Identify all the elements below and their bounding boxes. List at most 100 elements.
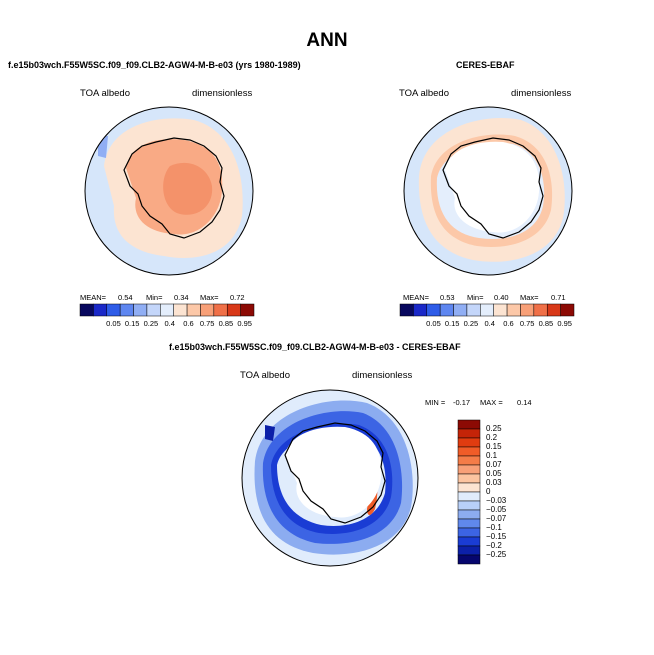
obs-min-value: 0.40	[494, 293, 509, 302]
colorbar-swatch	[160, 303, 174, 317]
colorbar-swatch	[466, 303, 481, 317]
colorbar-swatch	[119, 303, 134, 317]
obs-max-value: 0.71	[551, 293, 566, 302]
colorbar-swatch	[457, 455, 481, 466]
colorbar-swatch	[457, 473, 481, 484]
colorbar-swatch	[213, 303, 228, 317]
colorbar-tick-label: 0.85	[538, 319, 554, 328]
obs-panel-title: CERES-EBAF	[456, 60, 515, 70]
colorbar-swatch	[453, 303, 468, 317]
model-units-label: dimensionless	[192, 88, 253, 99]
diff-colorbar	[457, 419, 481, 565]
antarctica-coastline	[284, 422, 386, 524]
colorbar-swatch	[93, 303, 108, 317]
colorbar-tick-label: 0.95	[237, 319, 252, 328]
colorbar-tick-label: 0.1	[486, 451, 498, 460]
colorbar-swatch	[457, 446, 481, 457]
diff-units-label: dimensionless	[352, 370, 413, 381]
colorbar-tick-label: 0.15	[486, 442, 502, 451]
colorbar-tick-label: 0.75	[199, 319, 215, 328]
colorbar-tick-label: −0.05	[486, 505, 507, 514]
obs-min-label: Min=	[467, 293, 484, 302]
colorbar-swatch	[520, 303, 535, 317]
colorbar-swatch	[106, 303, 121, 317]
colorbar-swatch	[226, 303, 241, 317]
obs-colorbar	[399, 303, 575, 317]
model-mean-label: MEAN=	[80, 293, 107, 302]
colorbar-swatch	[457, 437, 481, 448]
colorbar-tick-label: 0.95	[557, 319, 572, 328]
colorbar-tick-label: 0.2	[486, 433, 498, 442]
model-max-label: Max=	[200, 293, 219, 302]
colorbar-tick-label: 0.15	[124, 319, 140, 328]
colorbar-swatch	[457, 428, 481, 439]
colorbar-swatch	[457, 491, 481, 502]
colorbar-swatch	[457, 545, 481, 556]
model-colorbar	[79, 303, 255, 317]
colorbar-tick-label: 0.6	[183, 319, 194, 328]
colorbar-tick-label: 0.05	[426, 319, 441, 328]
model-min-label: Min=	[146, 293, 163, 302]
colorbar-swatch	[146, 303, 161, 317]
colorbar-swatch	[546, 303, 561, 317]
colorbar-tick-label: −0.25	[486, 550, 507, 559]
colorbar-swatch	[457, 518, 481, 529]
colorbar-tick-label: −0.1	[486, 523, 502, 532]
colorbar-swatch	[457, 509, 481, 520]
model-min-value: 0.34	[174, 293, 189, 302]
diff-min-value: -0.17	[453, 398, 471, 407]
obs-mean-value: 0.53	[440, 293, 455, 302]
colorbar-swatch	[493, 303, 508, 317]
colorbar-tick-label: 0.25	[143, 319, 159, 328]
colorbar-swatch	[79, 303, 94, 317]
model-variable-label: TOA albedo	[80, 88, 131, 99]
colorbar-tick-label: 0.25	[463, 319, 479, 328]
obs-units-label: dimensionless	[511, 88, 572, 99]
colorbar-swatch	[457, 419, 481, 430]
colorbar-swatch	[240, 303, 255, 317]
diff-min-label: MIN =	[425, 398, 446, 407]
colorbar-swatch	[133, 303, 148, 317]
colorbar-swatch	[457, 482, 481, 493]
colorbar-tick-label: 0.15	[444, 319, 460, 328]
antarctica-coastline	[442, 137, 544, 239]
model-polar-map	[84, 106, 254, 276]
colorbar-swatch	[173, 303, 188, 317]
colorbar-tick-label: 0.6	[503, 319, 514, 328]
obs-mean-label: MEAN=	[403, 293, 430, 302]
colorbar-swatch	[457, 536, 481, 547]
colorbar-tick-label: 0.03	[486, 478, 502, 487]
colorbar-tick-label: 0.4	[484, 319, 495, 328]
colorbar-swatch	[186, 303, 201, 317]
colorbar-swatch	[200, 303, 215, 317]
colorbar-tick-label: −0.07	[486, 514, 507, 523]
model-mean-value: 0.54	[118, 293, 133, 302]
colorbar-swatch	[457, 527, 481, 538]
colorbar-tick-label: 0.05	[106, 319, 121, 328]
colorbar-tick-label: 0	[486, 487, 491, 496]
colorbar-swatch	[457, 500, 481, 511]
obs-polar-map	[403, 106, 573, 276]
diff-max-label: MAX =	[480, 398, 503, 407]
colorbar-swatch	[399, 303, 414, 317]
colorbar-tick-label: 0.4	[164, 319, 175, 328]
colorbar-swatch	[533, 303, 548, 317]
colorbar-tick-label: −0.2	[486, 541, 502, 550]
colorbar-swatch	[426, 303, 441, 317]
colorbar-tick-label: 0.75	[519, 319, 535, 328]
diff-polar-map	[241, 389, 419, 567]
colorbar-tick-label: 0.25	[486, 424, 502, 433]
obs-max-label: Max=	[520, 293, 539, 302]
diff-variable-label: TOA albedo	[240, 370, 291, 381]
colorbar-tick-label: −0.03	[486, 496, 507, 505]
colorbar-swatch	[506, 303, 521, 317]
colorbar-tick-label: −0.15	[486, 532, 507, 541]
colorbar-swatch	[457, 554, 481, 565]
model-max-value: 0.72	[230, 293, 245, 302]
page-title: ANN	[306, 30, 348, 51]
colorbar-tick-label: 0.07	[486, 460, 502, 469]
obs-variable-label: TOA albedo	[399, 88, 450, 99]
colorbar-tick-label: 0.05	[486, 469, 502, 478]
colorbar-swatch	[413, 303, 428, 317]
colorbar-swatch	[439, 303, 454, 317]
